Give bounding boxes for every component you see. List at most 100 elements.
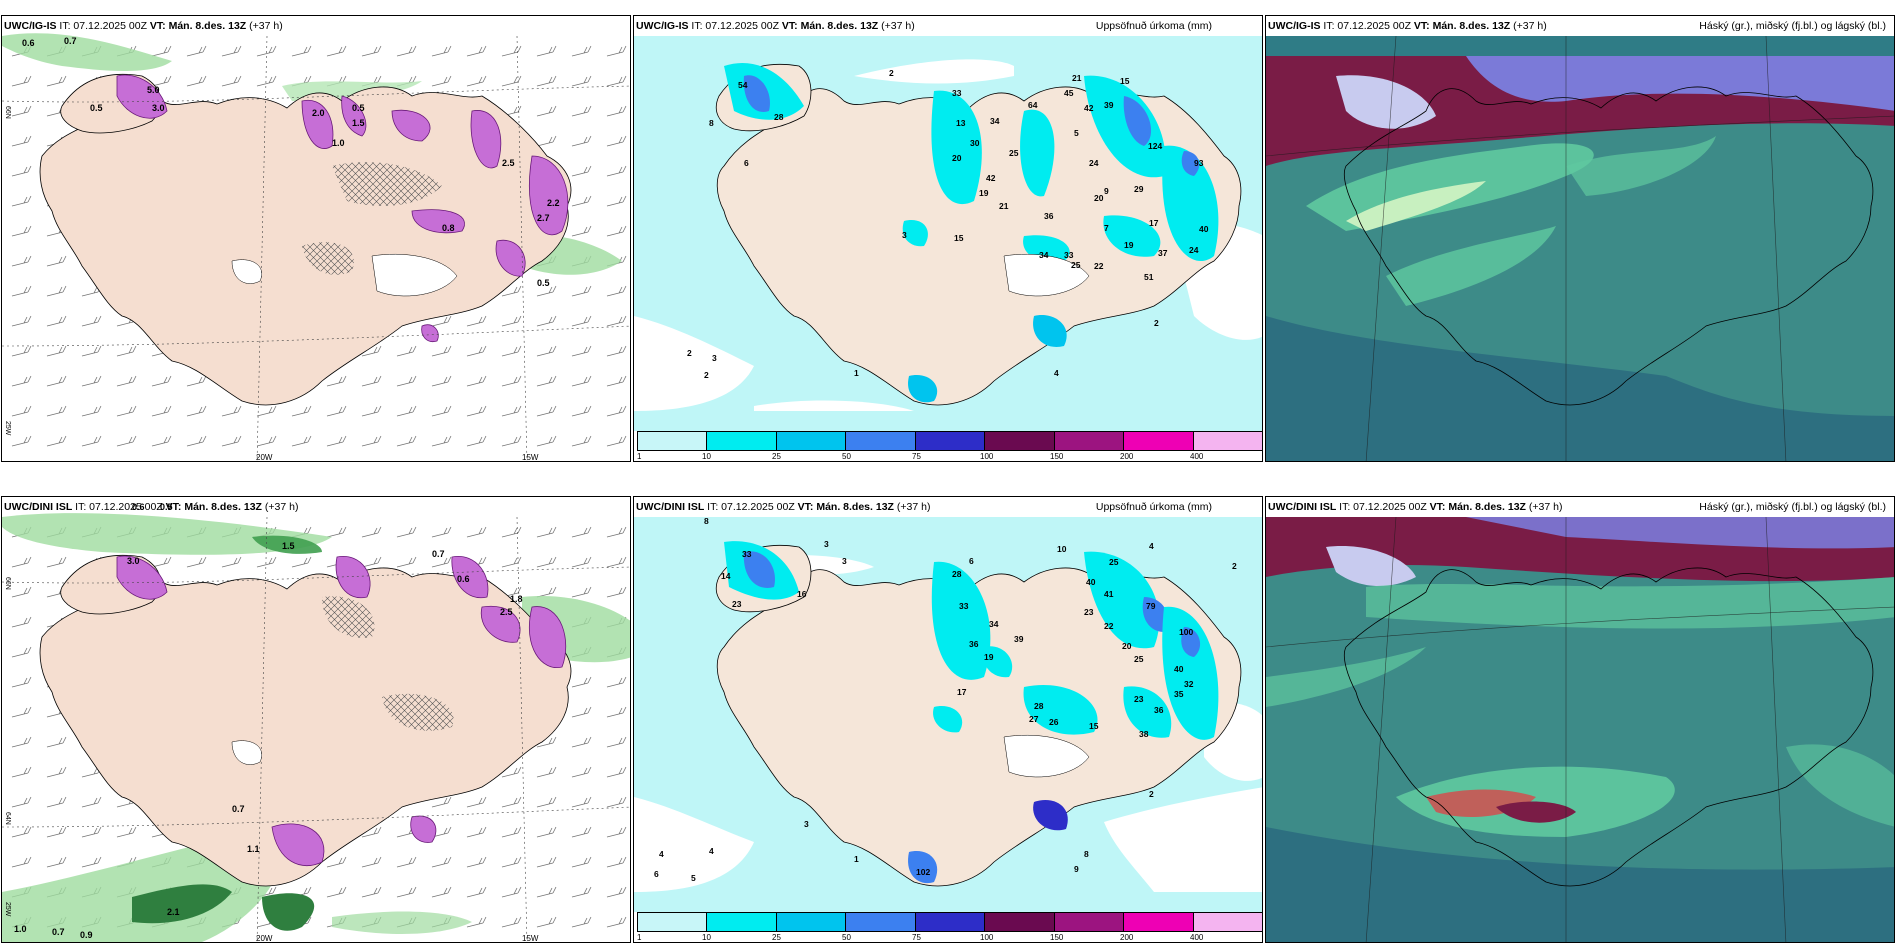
svg-text:39: 39	[1104, 100, 1114, 110]
svg-text:34: 34	[1039, 250, 1049, 260]
svg-text:28: 28	[774, 112, 784, 122]
svg-text:2: 2	[1154, 318, 1159, 328]
svg-text:2.2: 2.2	[547, 198, 560, 208]
lon-label-15w: 15W	[522, 934, 539, 943]
colorbar-label: 100	[980, 933, 994, 942]
svg-text:124: 124	[1148, 141, 1162, 151]
svg-text:2.5: 2.5	[502, 158, 515, 168]
svg-text:20: 20	[1122, 641, 1132, 651]
colorbar-label: 50	[842, 933, 851, 942]
colorbar-swatch	[1124, 432, 1194, 450]
panel-r2-clouds: UWC/DINI ISL IT: 07.12.2025 00Z VT: Mán.…	[1265, 496, 1895, 943]
panel-field-label: Háský (gr.), miðský (fj.bl.) og lágský (…	[1699, 20, 1886, 32]
svg-text:0.5: 0.5	[537, 278, 550, 288]
iceland-land	[716, 567, 1242, 887]
svg-text:39: 39	[1014, 634, 1024, 644]
svg-text:25: 25	[1009, 148, 1019, 158]
panel-title: UWC/DINI ISL IT: 07.12.2025 00Z VT: Mán.…	[1268, 501, 1563, 513]
colorbar-label: 1	[637, 452, 642, 461]
svg-text:40: 40	[1199, 224, 1209, 234]
svg-text:6: 6	[744, 158, 749, 168]
svg-text:25: 25	[1134, 654, 1144, 664]
colorbar-label: 150	[1050, 933, 1064, 942]
svg-text:34: 34	[989, 619, 999, 629]
iceland-land	[716, 86, 1242, 406]
svg-text:4: 4	[709, 846, 714, 856]
colorbar-swatch	[638, 432, 708, 450]
svg-text:36: 36	[1154, 705, 1164, 715]
colorbar-swatch	[985, 913, 1055, 931]
iceland-outline	[1343, 86, 1874, 406]
svg-text:34: 34	[990, 116, 1000, 126]
panel-title: UWC/DINI ISL IT: 07.12.2025 00Z VT: Mán.…	[4, 501, 299, 513]
svg-text:8: 8	[1084, 849, 1089, 859]
svg-text:45: 45	[1064, 88, 1074, 98]
svg-text:0.6: 0.6	[22, 38, 35, 48]
svg-text:1.5: 1.5	[352, 118, 365, 128]
svg-text:42: 42	[1084, 103, 1094, 113]
svg-text:0.6: 0.6	[457, 574, 470, 584]
svg-text:2: 2	[687, 348, 692, 358]
svg-text:33: 33	[959, 601, 969, 611]
svg-text:3: 3	[902, 230, 907, 240]
svg-text:0.5: 0.5	[352, 103, 365, 113]
panel-field-label: Háský (gr.), miðský (fj.bl.) og lágský (…	[1699, 501, 1886, 513]
svg-text:13: 13	[956, 118, 966, 128]
colorbar-swatch	[707, 913, 777, 931]
svg-text:35: 35	[1174, 689, 1184, 699]
colorbar-label: 100	[980, 452, 994, 461]
svg-text:3: 3	[824, 539, 829, 549]
svg-text:24: 24	[1189, 245, 1199, 255]
colorbar-label: 1	[637, 933, 642, 942]
colorbar-swatch	[915, 913, 986, 931]
colorbar-label: 150	[1050, 452, 1064, 461]
colorbar-swatch	[776, 432, 847, 450]
svg-text:20: 20	[952, 153, 962, 163]
svg-text:2.0: 2.0	[312, 108, 325, 118]
map-clouds	[1266, 516, 1894, 942]
svg-text:28: 28	[952, 569, 962, 579]
colorbar-swatch	[776, 913, 847, 931]
svg-text:32: 32	[1184, 679, 1194, 689]
panel-r2-wind-snow: UWC/DINI ISL IT: 07.12.2025 00Z VT: Mán.…	[1, 496, 631, 943]
svg-text:2: 2	[1149, 789, 1154, 799]
svg-text:33: 33	[1064, 250, 1074, 260]
svg-text:23: 23	[1134, 694, 1144, 704]
svg-text:25: 25	[1071, 260, 1081, 270]
svg-text:17: 17	[1149, 218, 1159, 228]
svg-text:21: 21	[1072, 73, 1082, 83]
svg-text:79: 79	[1146, 601, 1156, 611]
map-clouds	[1266, 35, 1894, 461]
svg-text:8: 8	[709, 118, 714, 128]
colorbar	[637, 912, 1262, 932]
svg-text:23: 23	[732, 599, 742, 609]
colorbar-swatch	[1054, 432, 1125, 450]
colorbar-label: 200	[1120, 452, 1134, 461]
svg-text:0.8: 0.8	[442, 223, 455, 233]
svg-text:0.5: 0.5	[90, 103, 103, 113]
svg-text:100: 100	[1179, 627, 1193, 637]
svg-text:23: 23	[1084, 607, 1094, 617]
svg-text:2: 2	[1232, 561, 1237, 571]
svg-text:2.1: 2.1	[167, 907, 180, 917]
lon-label-15w: 15W	[522, 453, 539, 462]
svg-text:10: 10	[1057, 544, 1067, 554]
lat-label-66n: 66N	[4, 577, 11, 590]
panel-r1-precip: UWC/IG-IS IT: 07.12.2025 00Z VT: Mán. 8.…	[633, 15, 1263, 462]
svg-text:2: 2	[889, 68, 894, 78]
colorbar-swatch	[846, 432, 916, 450]
map-wind-snow: 0.6 0.7 0.5 5.0 3.0 2.5 2.0 1.5 0.5 1.0 …	[2, 33, 630, 461]
colorbar-label: 400	[1190, 452, 1204, 461]
svg-text:4: 4	[659, 849, 664, 859]
svg-text:19: 19	[984, 652, 994, 662]
svg-text:41: 41	[1104, 589, 1114, 599]
svg-text:3: 3	[804, 819, 809, 829]
colorbar-swatch	[846, 913, 916, 931]
lat-label-66n: 66N	[4, 106, 11, 119]
colorbar-label: 10	[702, 933, 711, 942]
lat-label-64n: 64N	[4, 812, 11, 825]
colorbar-swatch	[1124, 913, 1194, 931]
svg-text:22: 22	[1094, 261, 1104, 271]
colorbar-label: 10	[702, 452, 711, 461]
svg-text:3.0: 3.0	[127, 556, 140, 566]
